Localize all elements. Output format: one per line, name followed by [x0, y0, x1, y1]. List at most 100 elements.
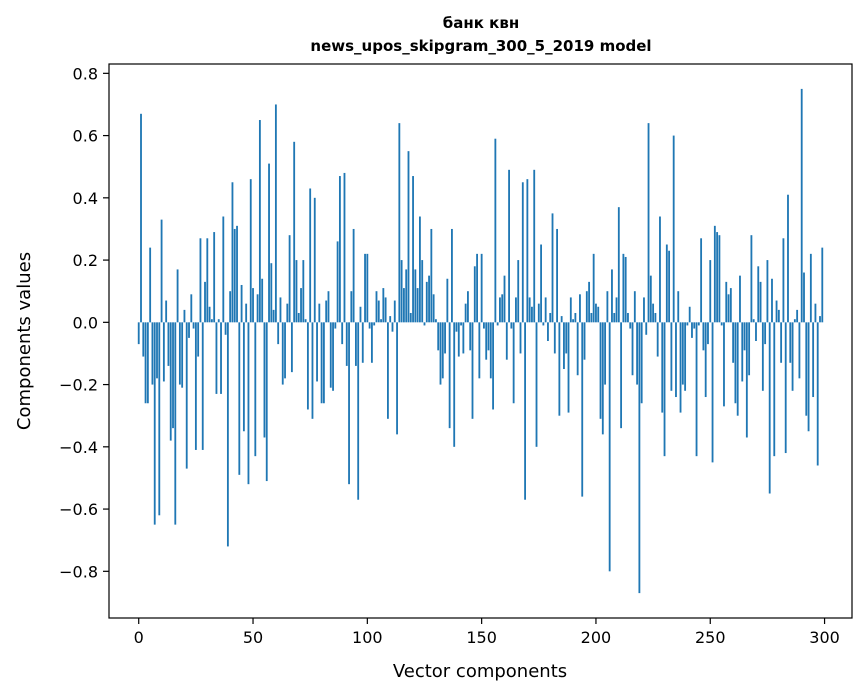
bar-component-218 [636, 322, 639, 385]
bar-component-146 [471, 322, 474, 419]
plot-area-frame [108, 63, 853, 619]
bar-component-286 [791, 322, 794, 391]
bar-component-37 [222, 216, 225, 323]
bar-component-15 [172, 322, 174, 429]
bar-component-87 [336, 241, 339, 323]
x-axis-ticks: 0 50 100 150 200 250 300 [134, 618, 840, 647]
bar-component-95 [354, 322, 357, 366]
bar-component-24 [192, 322, 195, 329]
bar-component-296 [814, 303, 817, 323]
bar-component-93 [350, 291, 353, 323]
x-tick-label: 300 [809, 628, 840, 647]
bar-component-214 [627, 312, 629, 323]
bar-component-215 [629, 322, 632, 329]
bar-component-105 [377, 300, 380, 323]
bar-component-171 [528, 297, 531, 323]
bar-component-49 [249, 179, 252, 323]
bar-component-193 [579, 294, 581, 323]
bar-component-240 [686, 322, 689, 326]
bar-component-111 [391, 322, 394, 332]
bar-component-99 [364, 253, 366, 323]
bar-component-247 [702, 322, 705, 351]
bar-component-212 [622, 253, 625, 323]
bar-component-203 [601, 322, 604, 435]
bar-component-136 [448, 322, 451, 429]
bar-component-61 [277, 322, 280, 345]
bar-component-45 [240, 284, 243, 323]
bar-component-63 [281, 322, 284, 385]
bar-component-197 [588, 281, 591, 323]
bar-component-47 [245, 303, 248, 323]
bar-component-64 [284, 322, 286, 379]
bar-component-184 [558, 322, 561, 416]
bar-component-278 [773, 322, 776, 457]
bar-component-116 [403, 288, 405, 323]
bar-component-275 [766, 260, 769, 323]
bar-component-56 [265, 322, 268, 482]
bar-component-140 [457, 322, 460, 357]
bar-component-51 [254, 322, 257, 457]
bar-component-143 [464, 303, 467, 323]
bar-component-33 [213, 232, 216, 323]
bar-component-23 [190, 294, 193, 323]
bar-component-121 [414, 269, 417, 323]
y-tick-label: −0.4 [59, 438, 98, 457]
y-axis-label: Components values [14, 252, 35, 430]
bar-component-245 [697, 322, 700, 326]
bar-component-163 [510, 322, 513, 329]
x-tick-label: 150 [466, 628, 497, 647]
bar-component-75 [309, 188, 312, 323]
bar-component-226 [654, 312, 657, 323]
bar-component-207 [611, 269, 613, 323]
bar-component-134 [444, 322, 446, 354]
bar-component-119 [409, 312, 412, 323]
x-axis-label: Vector components [393, 661, 567, 682]
bar-component-127 [428, 275, 430, 323]
bar-component-67 [290, 322, 293, 373]
bar-component-148 [476, 253, 478, 323]
bar-component-114 [398, 123, 401, 323]
bar-component-82 [325, 300, 328, 323]
bar-component-41 [231, 182, 234, 323]
bar-component-269 [752, 319, 755, 323]
chart-title-line-1: банк квн [443, 14, 519, 32]
bar-component-241 [688, 306, 691, 323]
bar-component-261 [734, 322, 737, 404]
bar-component-157 [496, 322, 499, 326]
bar-component-225 [652, 303, 655, 323]
bar-component-35 [217, 319, 220, 323]
bar-component-91 [345, 322, 348, 366]
bar-component-66 [288, 235, 291, 323]
bar-component-208 [613, 312, 616, 323]
bar-component-43 [236, 225, 238, 323]
bar-component-107 [382, 288, 385, 323]
bar-component-186 [563, 322, 565, 370]
bar-component-248 [704, 322, 707, 398]
bar-component-258 [727, 294, 730, 323]
bar-component-280 [777, 309, 780, 323]
y-tick-label: 0.4 [73, 189, 98, 208]
bar-component-117 [405, 269, 408, 323]
bar-component-256 [723, 322, 725, 407]
bar-component-216 [631, 322, 634, 376]
bar-component-262 [736, 322, 739, 416]
bar-component-180 [549, 312, 552, 323]
bar-component-97 [359, 306, 362, 323]
bar-component-217 [633, 291, 636, 323]
x-tick-label: 50 [243, 628, 263, 647]
x-tick-label: 250 [695, 628, 726, 647]
bar-component-289 [798, 322, 801, 379]
bar-component-16 [174, 322, 177, 525]
bar-component-151 [483, 322, 485, 329]
bar-component-96 [357, 322, 360, 500]
bar-component-34 [215, 322, 218, 394]
bar-component-158 [499, 297, 501, 323]
bar-component-194 [581, 322, 584, 497]
bar-component-255 [720, 322, 723, 326]
bar-component-270 [755, 322, 757, 341]
bar-component-70 [297, 312, 300, 323]
bar-component-69 [295, 260, 298, 323]
bar-component-28 [201, 322, 204, 450]
